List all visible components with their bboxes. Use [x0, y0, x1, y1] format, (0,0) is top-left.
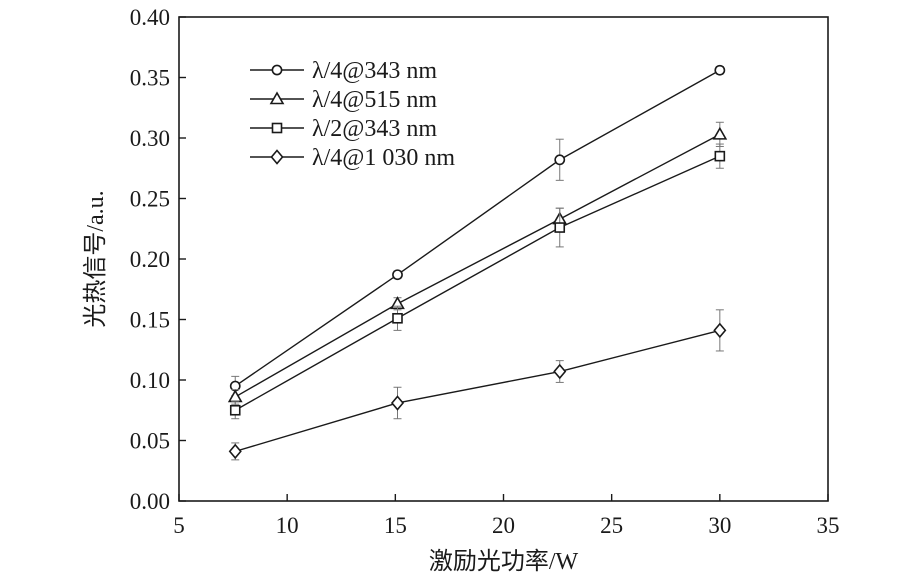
legend-item: λ/4@515 nm: [250, 87, 437, 113]
y-tick-label: 0.30: [130, 126, 170, 151]
y-tick-label: 0.05: [130, 429, 170, 454]
series: [228, 309, 727, 461]
x-tick-label: 10: [276, 513, 299, 538]
y-tick-label: 0.20: [130, 247, 170, 272]
axis-ticks: 5 10 15 20 25 30 35 0.00 0.05 0.10 0.15 0.20 0.25 0.3…: [130, 5, 840, 538]
legend-marker: [270, 149, 284, 165]
data-point: [390, 395, 405, 411]
y-tick-label: 0.00: [130, 489, 170, 514]
data-point: [714, 64, 726, 76]
legend-marker: [271, 122, 283, 134]
legend-item: λ/4@343 nm: [250, 58, 437, 84]
x-tick-label: 5: [173, 513, 185, 538]
data-layer: [227, 64, 728, 461]
legend-item: λ/4@1 030 nm: [250, 145, 455, 171]
series: [227, 121, 728, 405]
data-point: [392, 312, 403, 324]
data-point: [227, 389, 243, 403]
y-tick-label: 0.25: [130, 187, 170, 212]
y-axis-title: 光热信号/a.u.: [82, 190, 109, 327]
y-tick-label: 0.15: [130, 308, 170, 333]
legend-marker: [269, 91, 285, 105]
legend-label: λ/2@343 nm: [312, 116, 437, 142]
x-tick-label: 20: [492, 513, 515, 538]
data-point: [392, 269, 403, 281]
y-tick-label: 0.40: [130, 5, 170, 30]
x-tick-label: 25: [600, 513, 623, 538]
series-line: [234, 155, 721, 411]
y-tick-label: 0.35: [130, 66, 170, 91]
data-point: [228, 443, 242, 460]
data-point: [229, 404, 241, 416]
series-line: [234, 133, 721, 398]
x-tick-label: 30: [708, 513, 731, 538]
data-point: [554, 154, 566, 166]
legend-marker: [271, 64, 283, 76]
x-tick-label: 15: [384, 513, 407, 538]
data-point: [712, 126, 728, 140]
series: [229, 143, 726, 420]
y-tick-label: 0.10: [130, 368, 170, 393]
data-point: [554, 222, 566, 233]
series-line: [234, 69, 721, 387]
legend-item: λ/2@343 nm: [250, 116, 437, 142]
legend-label: λ/4@1 030 nm: [312, 145, 455, 171]
legend-label: λ/4@343 nm: [312, 58, 437, 84]
data-point: [713, 322, 727, 339]
data-point: [714, 150, 726, 162]
x-axis-title: 激励光功率/W: [429, 548, 579, 575]
legend: λ/4@343 nm λ/4@515 nm λ/2@343 nm λ/4@1 030 …: [250, 58, 455, 171]
legend-label: λ/4@515 nm: [312, 87, 437, 113]
series-line: [235, 329, 721, 453]
data-point: [553, 363, 567, 380]
series: [229, 64, 726, 397]
x-tick-label: 35: [817, 513, 840, 538]
